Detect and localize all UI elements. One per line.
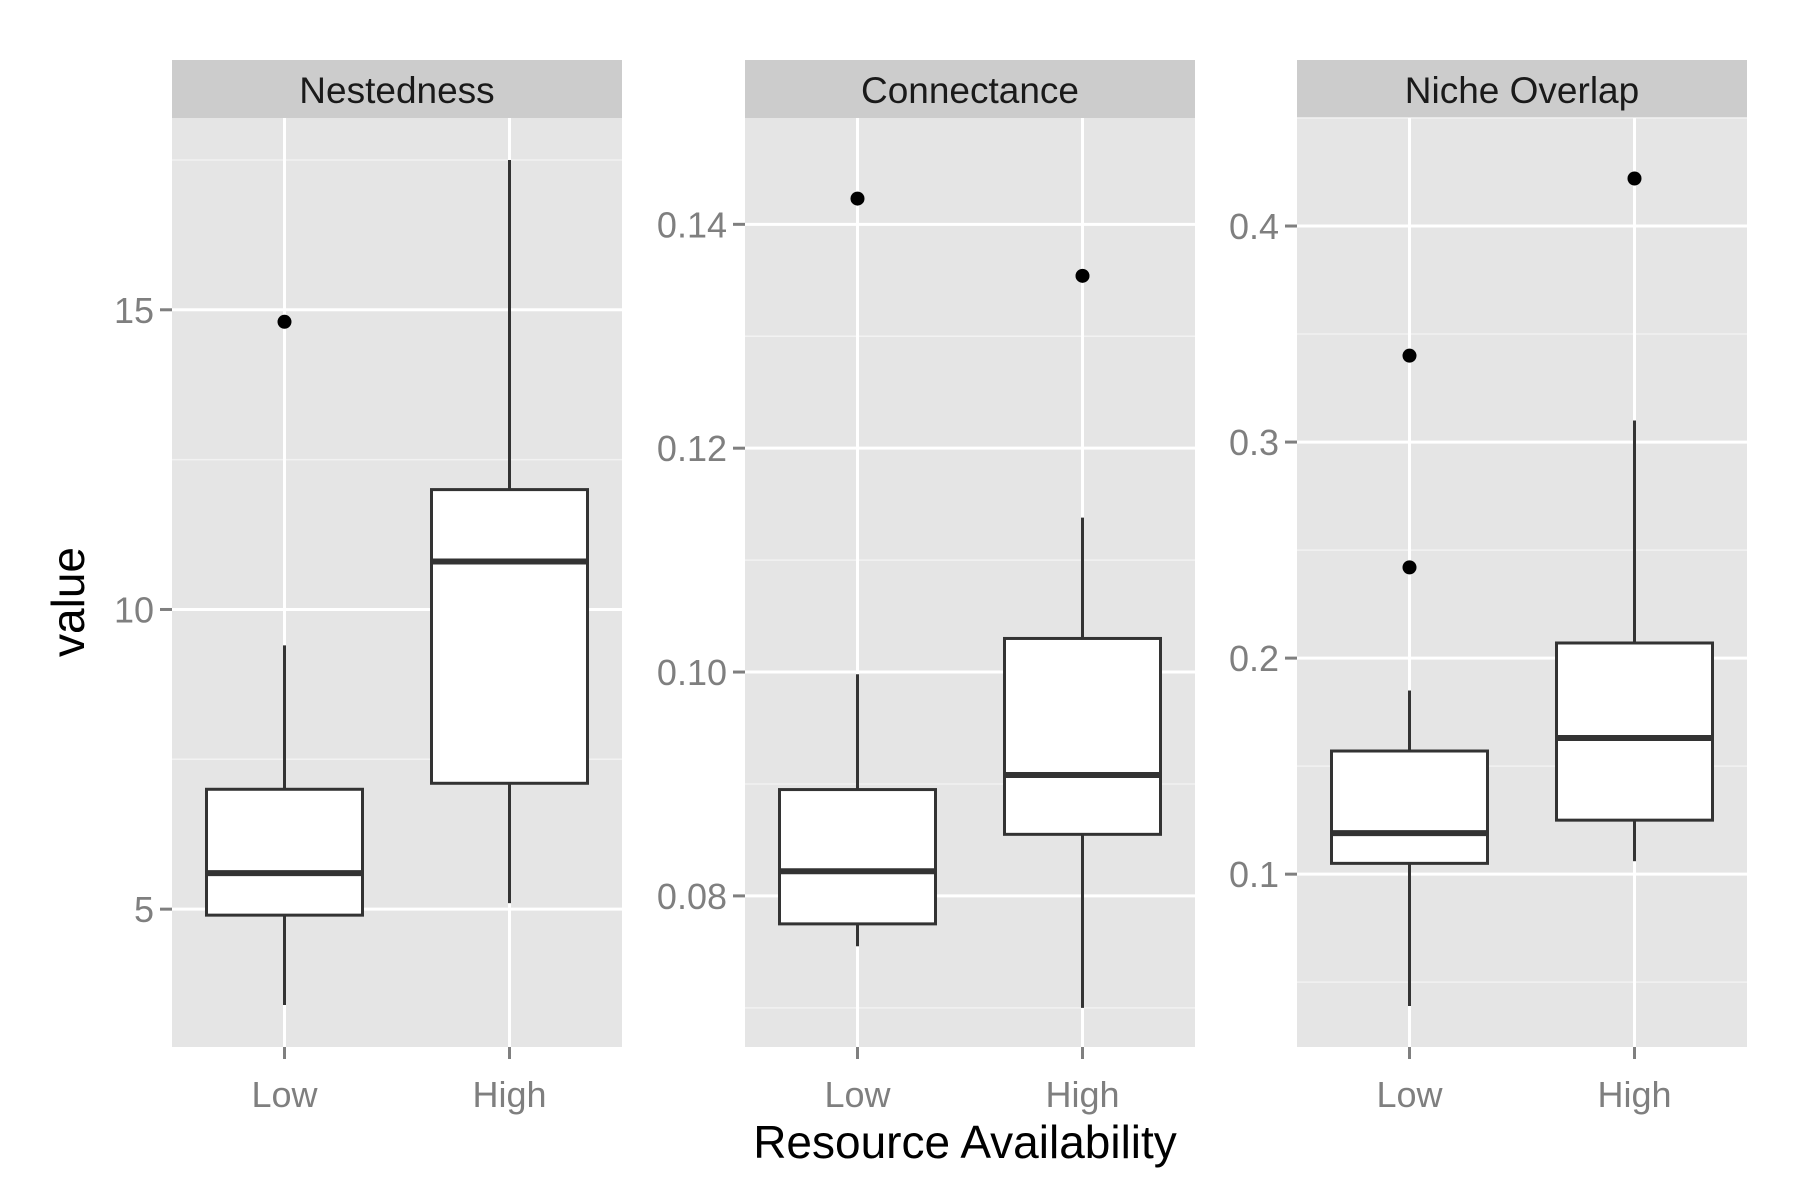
y-tick-label: 5 <box>134 889 154 930</box>
box-low <box>778 191 937 947</box>
x-tick-label: High <box>1045 1074 1119 1115</box>
y-tick-label: 0.4 <box>1229 206 1279 247</box>
x-tick-label: High <box>1597 1074 1671 1115</box>
x-tick-label: Low <box>251 1074 318 1115</box>
outlier-point <box>277 314 292 329</box>
panel-0: Nestedness 5 10 15 Low High <box>114 60 622 1115</box>
box-iqr <box>205 787 364 917</box>
y-tick-label: 0.1 <box>1229 854 1279 895</box>
panel-title: Connectance <box>861 70 1079 111</box>
outlier-point <box>1627 171 1642 186</box>
panel-2: Niche Overlap 0.1 0.2 0.3 0.4 Low High <box>1229 60 1747 1115</box>
box-high <box>1003 268 1162 1008</box>
plot-background <box>1297 118 1747 1047</box>
x-axis-title: Resource Availability <box>753 1116 1177 1168</box>
x-tick-label: High <box>472 1074 546 1115</box>
box-iqr <box>1003 636 1162 836</box>
box-iqr <box>1555 641 1714 822</box>
box-iqr <box>430 488 589 785</box>
y-tick-label: 0.10 <box>657 652 727 693</box>
box-low <box>1330 348 1489 1006</box>
x-tick-label: Low <box>1376 1074 1443 1115</box>
panel-1: Connectance 0.08 0.10 0.12 0.14 Low High <box>657 60 1195 1115</box>
y-tick-label: 0.2 <box>1229 638 1279 679</box>
box-iqr <box>1330 749 1489 865</box>
y-axis-title: value <box>42 547 94 657</box>
y-tick-label: 10 <box>114 589 154 630</box>
panel-title: Niche Overlap <box>1405 70 1639 111</box>
y-tick-label: 15 <box>114 290 154 331</box>
box-low <box>205 314 364 1006</box>
outlier-point <box>1075 268 1090 283</box>
panel-strip <box>1297 60 1747 118</box>
outlier-point <box>850 191 865 206</box>
y-tick-label: 0.14 <box>657 204 727 245</box>
outlier-point <box>1402 560 1417 575</box>
panel-title: Nestedness <box>299 70 494 111</box>
box-high <box>430 159 589 904</box>
y-tick-label: 0.08 <box>657 876 727 917</box>
panels: Nestedness 5 10 15 Low High Connectance 0.08 0.1… <box>114 60 1747 1115</box>
box-iqr <box>778 788 937 926</box>
panel-strip <box>745 60 1195 118</box>
outlier-point <box>1402 348 1417 363</box>
x-tick-label: Low <box>824 1074 891 1115</box>
y-tick-label: 0.12 <box>657 428 727 469</box>
y-tick-label: 0.3 <box>1229 422 1279 463</box>
box-high <box>1555 171 1714 862</box>
panel-strip <box>172 60 622 118</box>
